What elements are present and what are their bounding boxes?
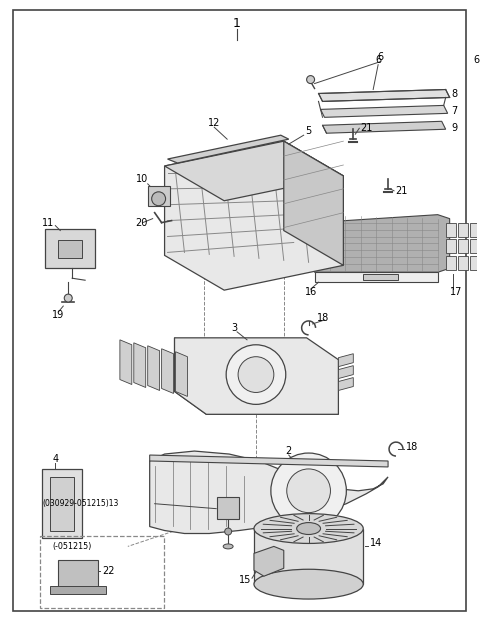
Polygon shape [134,342,146,388]
Text: 14: 14 [370,538,383,548]
Polygon shape [445,239,456,253]
Polygon shape [42,469,82,539]
Text: 12: 12 [208,118,220,128]
Polygon shape [175,338,338,414]
Circle shape [152,192,166,206]
Polygon shape [168,135,289,163]
Polygon shape [445,222,456,236]
Text: 8: 8 [452,89,458,99]
Text: 7: 7 [452,106,458,116]
Polygon shape [58,561,98,588]
Polygon shape [338,354,353,367]
Polygon shape [176,352,187,396]
Polygon shape [457,256,468,270]
Polygon shape [165,141,343,290]
Polygon shape [321,106,448,118]
Polygon shape [175,338,206,414]
Polygon shape [445,256,456,270]
Text: 9: 9 [452,123,458,133]
Text: 6: 6 [377,52,383,62]
Text: 4: 4 [52,454,59,464]
Circle shape [225,528,232,535]
Polygon shape [254,546,284,576]
Polygon shape [314,214,450,272]
Text: 5: 5 [305,126,312,136]
Polygon shape [457,222,468,236]
Text: (-051215): (-051215) [52,542,92,551]
Polygon shape [165,141,343,201]
Polygon shape [206,359,338,414]
Text: 15: 15 [239,575,252,585]
Polygon shape [338,366,353,379]
Polygon shape [469,222,480,236]
Text: 16: 16 [304,287,317,297]
Text: 17: 17 [450,287,462,297]
Circle shape [307,76,314,84]
Circle shape [64,294,72,302]
Polygon shape [284,141,343,266]
Ellipse shape [254,514,363,543]
Text: 20: 20 [135,217,147,227]
Polygon shape [58,241,82,258]
Polygon shape [338,378,353,391]
Text: 2: 2 [286,446,292,456]
Polygon shape [120,340,132,384]
Polygon shape [217,497,239,519]
Polygon shape [323,121,445,133]
Text: (030929-051215)13: (030929-051215)13 [42,499,119,508]
Circle shape [271,453,347,529]
Ellipse shape [297,522,321,534]
Text: 22: 22 [102,566,115,576]
Polygon shape [148,346,160,391]
Polygon shape [162,349,174,394]
Text: 18: 18 [406,442,418,452]
Text: 18: 18 [316,313,329,323]
Polygon shape [457,239,468,253]
Text: 3: 3 [231,323,237,333]
Text: 19: 19 [52,310,65,320]
Polygon shape [46,229,95,268]
Polygon shape [50,477,74,531]
Circle shape [287,469,330,512]
Polygon shape [469,239,480,253]
Text: 6: 6 [473,55,480,65]
Polygon shape [469,256,480,270]
Circle shape [238,357,274,392]
Polygon shape [363,274,398,280]
Polygon shape [148,186,169,206]
Ellipse shape [223,544,233,549]
Polygon shape [150,455,388,467]
Polygon shape [150,451,388,534]
Ellipse shape [254,569,363,599]
Text: 6: 6 [375,55,381,65]
Polygon shape [319,89,450,101]
Text: 21: 21 [395,186,408,196]
Text: 1: 1 [233,18,241,31]
Text: 11: 11 [42,217,55,227]
Polygon shape [50,586,106,594]
Text: 10: 10 [136,174,148,184]
Polygon shape [314,272,438,282]
Polygon shape [254,529,363,584]
Circle shape [226,345,286,404]
Text: 21: 21 [360,123,372,133]
